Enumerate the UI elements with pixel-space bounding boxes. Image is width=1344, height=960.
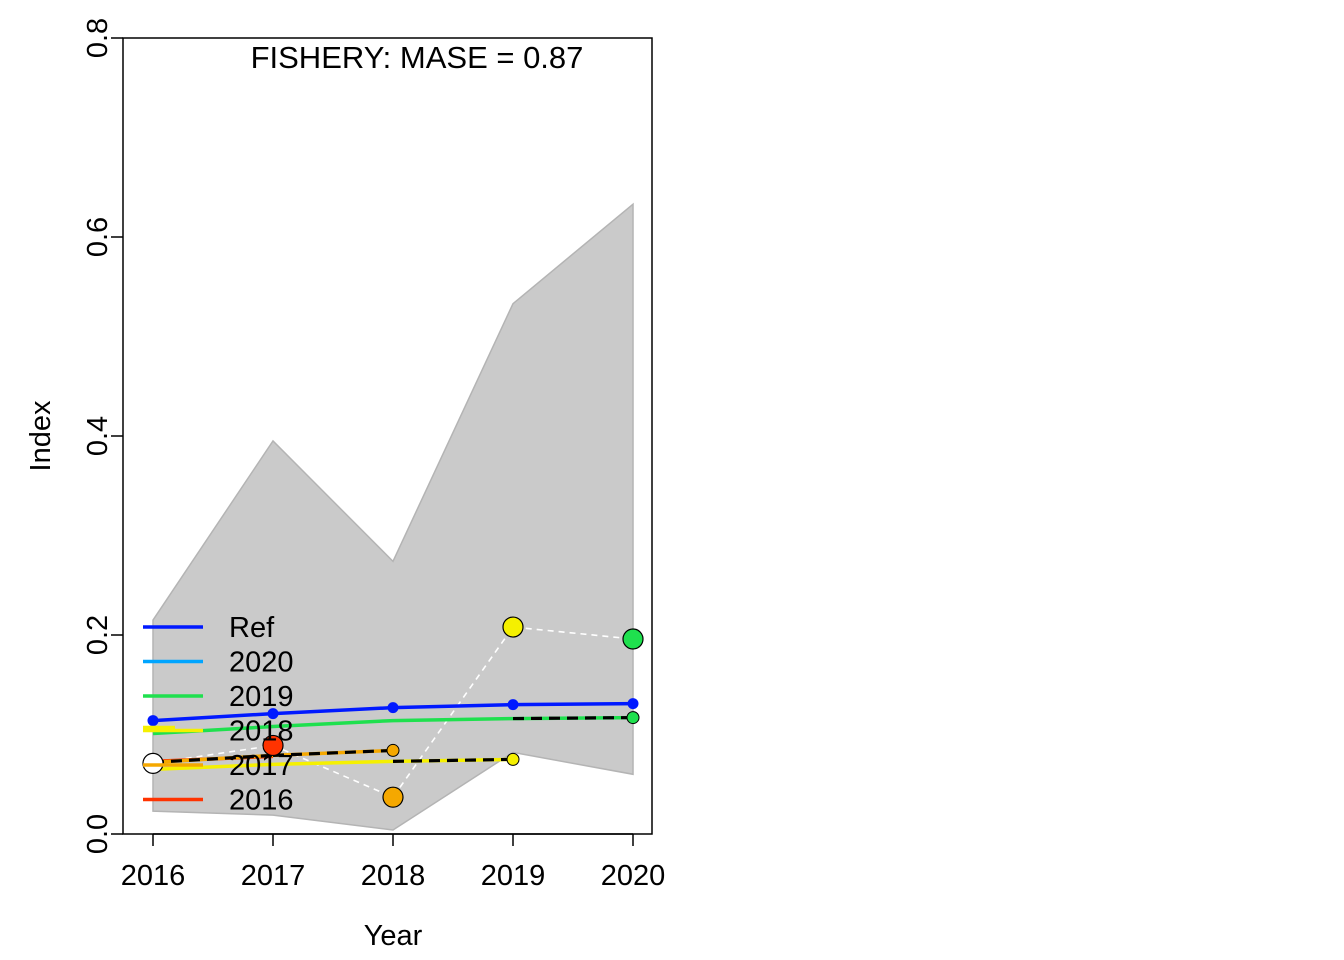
x-axis-label: Year bbox=[364, 920, 423, 952]
forecast-point bbox=[626, 711, 640, 725]
forecast-point bbox=[506, 752, 520, 766]
forecast-segment-3 bbox=[392, 757, 514, 763]
y-tick-label: 0.4 bbox=[82, 416, 114, 456]
observed-line-layer bbox=[152, 626, 634, 799]
observed-point bbox=[502, 616, 524, 638]
ref-point bbox=[147, 715, 159, 727]
ref-point bbox=[267, 708, 279, 720]
y-tick-label: 0.6 bbox=[82, 217, 114, 257]
observed-point bbox=[622, 628, 644, 650]
legend-label-ref: Ref bbox=[229, 612, 275, 644]
x-tick-label: 2017 bbox=[241, 860, 306, 892]
ref-point bbox=[507, 699, 519, 711]
forecast-segment-4 bbox=[512, 715, 634, 721]
forecast-point bbox=[386, 743, 400, 757]
observed-dashed-line bbox=[152, 626, 634, 799]
forecast-segment-1 bbox=[152, 753, 274, 764]
y-tick-label: 0.0 bbox=[82, 814, 114, 854]
legend-label-2017: 2017 bbox=[229, 750, 294, 782]
legend-label-2018: 2018 bbox=[229, 716, 294, 748]
confidence-band bbox=[152, 202, 634, 831]
x-tick-label: 2020 bbox=[601, 860, 666, 892]
forecast-segments-layer bbox=[152, 715, 634, 764]
confidence-band-layer bbox=[152, 202, 634, 831]
legend-label-2020: 2020 bbox=[229, 647, 294, 679]
legend-label-2019: 2019 bbox=[229, 681, 294, 713]
y-tick-label: 0.8 bbox=[82, 18, 114, 58]
chart-title: FISHERY: MASE = 0.87 bbox=[251, 40, 584, 75]
y-axis-label: Index bbox=[25, 400, 57, 471]
ref-point bbox=[387, 702, 399, 714]
x-tick-label: 2019 bbox=[481, 860, 546, 892]
x-tick-label: 2018 bbox=[361, 860, 426, 892]
x-tick-label: 2016 bbox=[121, 860, 186, 892]
y-tick-label: 0.2 bbox=[82, 615, 114, 655]
observed-point bbox=[382, 786, 404, 808]
ref-point bbox=[627, 698, 639, 710]
points-layer bbox=[142, 616, 644, 808]
observed-point bbox=[262, 734, 284, 757]
legend-label-2016: 2016 bbox=[229, 785, 294, 817]
forecast-segment-2 bbox=[272, 748, 394, 757]
